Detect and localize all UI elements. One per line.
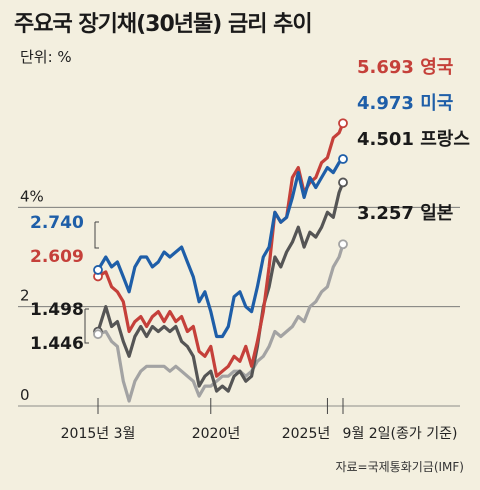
series-line-1: [96, 157, 345, 339]
start-bracket: [84, 308, 89, 344]
y-tick-label: 4%: [20, 187, 44, 205]
end-marker: [338, 118, 348, 129]
page-title: 주요국 장기채(30년물) 금리 추이: [14, 12, 313, 37]
y-axis-ticks: 4% 2 0: [20, 187, 44, 404]
start-label: 1.446: [30, 334, 84, 354]
start-marker: [93, 329, 103, 340]
start-label: 2.740: [30, 213, 84, 233]
grid-lines: [18, 206, 460, 407]
x-tick-label: 9월 2일(종가 기준): [343, 426, 458, 442]
series-line-3: [96, 242, 345, 403]
series-labels: 5.693 영국 4.973 미국 4.501 프랑스 3.257 일본 2.609 2.…: [30, 57, 470, 354]
end-marker: [338, 177, 348, 188]
series-line-2: [96, 180, 345, 393]
start-label: 1.498: [30, 300, 84, 320]
end-marker: [338, 239, 348, 250]
start-marker: [93, 265, 103, 275]
x-tick-label: 2025년: [282, 426, 331, 442]
series-markers: [93, 118, 348, 340]
start-label: 2.609: [30, 247, 84, 267]
y-tick-label: 0: [20, 386, 30, 404]
start-bracket: [94, 221, 99, 249]
end-label: 3.257 일본: [357, 203, 453, 224]
end-label: 5.693 영국: [357, 57, 453, 78]
series-lines: [96, 121, 345, 403]
y-tick-label: 2: [20, 287, 30, 305]
end-marker: [338, 154, 348, 164]
x-tick-label: 2020년: [192, 426, 241, 442]
x-axis: 2015년 3월 2020년 2025년 9월 2일(종가 기준): [61, 398, 458, 442]
end-label: 4.973 미국: [357, 93, 453, 114]
x-tick-label: 2015년 3월: [61, 426, 136, 442]
end-label: 4.501 프랑스: [357, 129, 470, 150]
source-note: 자료=국제통화기금(IMF): [335, 460, 464, 474]
unit-label: 단위: %: [20, 48, 72, 66]
